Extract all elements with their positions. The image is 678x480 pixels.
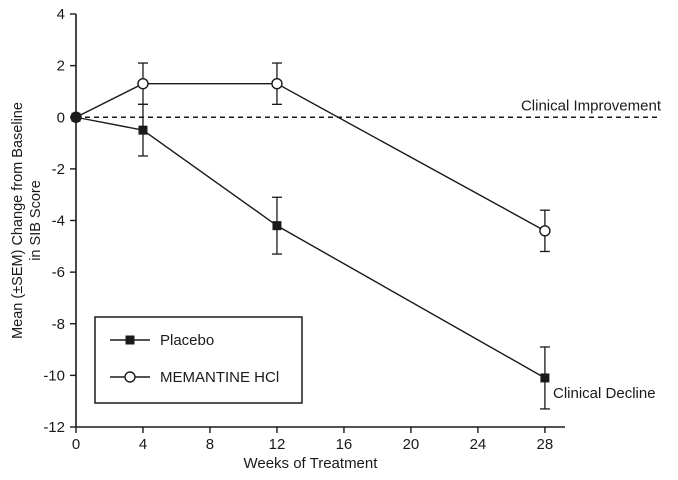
x-tick-label: 16	[336, 436, 353, 453]
marker-open-circle-memantine-hcl	[539, 225, 551, 237]
legend-label: MEMANTINE HCl	[160, 369, 279, 386]
marker-open-circle-memantine-hcl	[271, 77, 283, 90]
marker-filled-square-placebo	[272, 221, 282, 231]
y-tick-label: -2	[52, 161, 65, 178]
x-tick-label: 0	[72, 436, 80, 453]
y-tick-label: 4	[57, 6, 65, 23]
y-tick-label: 2	[57, 58, 65, 75]
clinical-decline-label: Clinical Decline	[553, 385, 656, 402]
marker-open-circle-memantine-hcl	[137, 77, 149, 90]
series-line-memantine-hcl	[75, 82, 546, 232]
legend-marker-filled-square	[125, 335, 135, 345]
x-axis-label: Weeks of Treatment	[243, 455, 378, 472]
x-tick-label: 20	[403, 436, 420, 453]
legend-marker-open-circle	[124, 371, 136, 383]
y-axis-label-line1: Mean (±SEM) Change from Baseline	[10, 102, 26, 339]
y-tick-label: 0	[57, 109, 65, 126]
x-tick-label: 4	[139, 436, 147, 453]
clinical-improvement-label: Clinical Improvement	[521, 97, 662, 114]
x-tick-label: 8	[206, 436, 214, 453]
x-tick-label: 24	[470, 436, 487, 453]
y-tick-label: -4	[52, 213, 65, 230]
marker-filled-square-placebo	[71, 112, 81, 122]
y-tick-label: -12	[43, 419, 65, 436]
x-tick-label: 28	[537, 436, 554, 453]
series-line-placebo	[75, 116, 546, 379]
legend: Placebo MEMANTINE HCl	[94, 316, 303, 404]
y-tick-label: -6	[52, 264, 65, 281]
y-tick-label: -8	[52, 316, 65, 333]
y-tick-label: -10	[43, 367, 65, 384]
legend-box	[94, 316, 303, 404]
legend-label: Placebo	[160, 332, 214, 349]
marker-filled-square-placebo	[138, 125, 148, 135]
marker-filled-square-placebo	[540, 373, 550, 383]
x-tick-label: 12	[269, 436, 286, 453]
y-axis-label-line2: in SIB Score	[28, 180, 44, 261]
